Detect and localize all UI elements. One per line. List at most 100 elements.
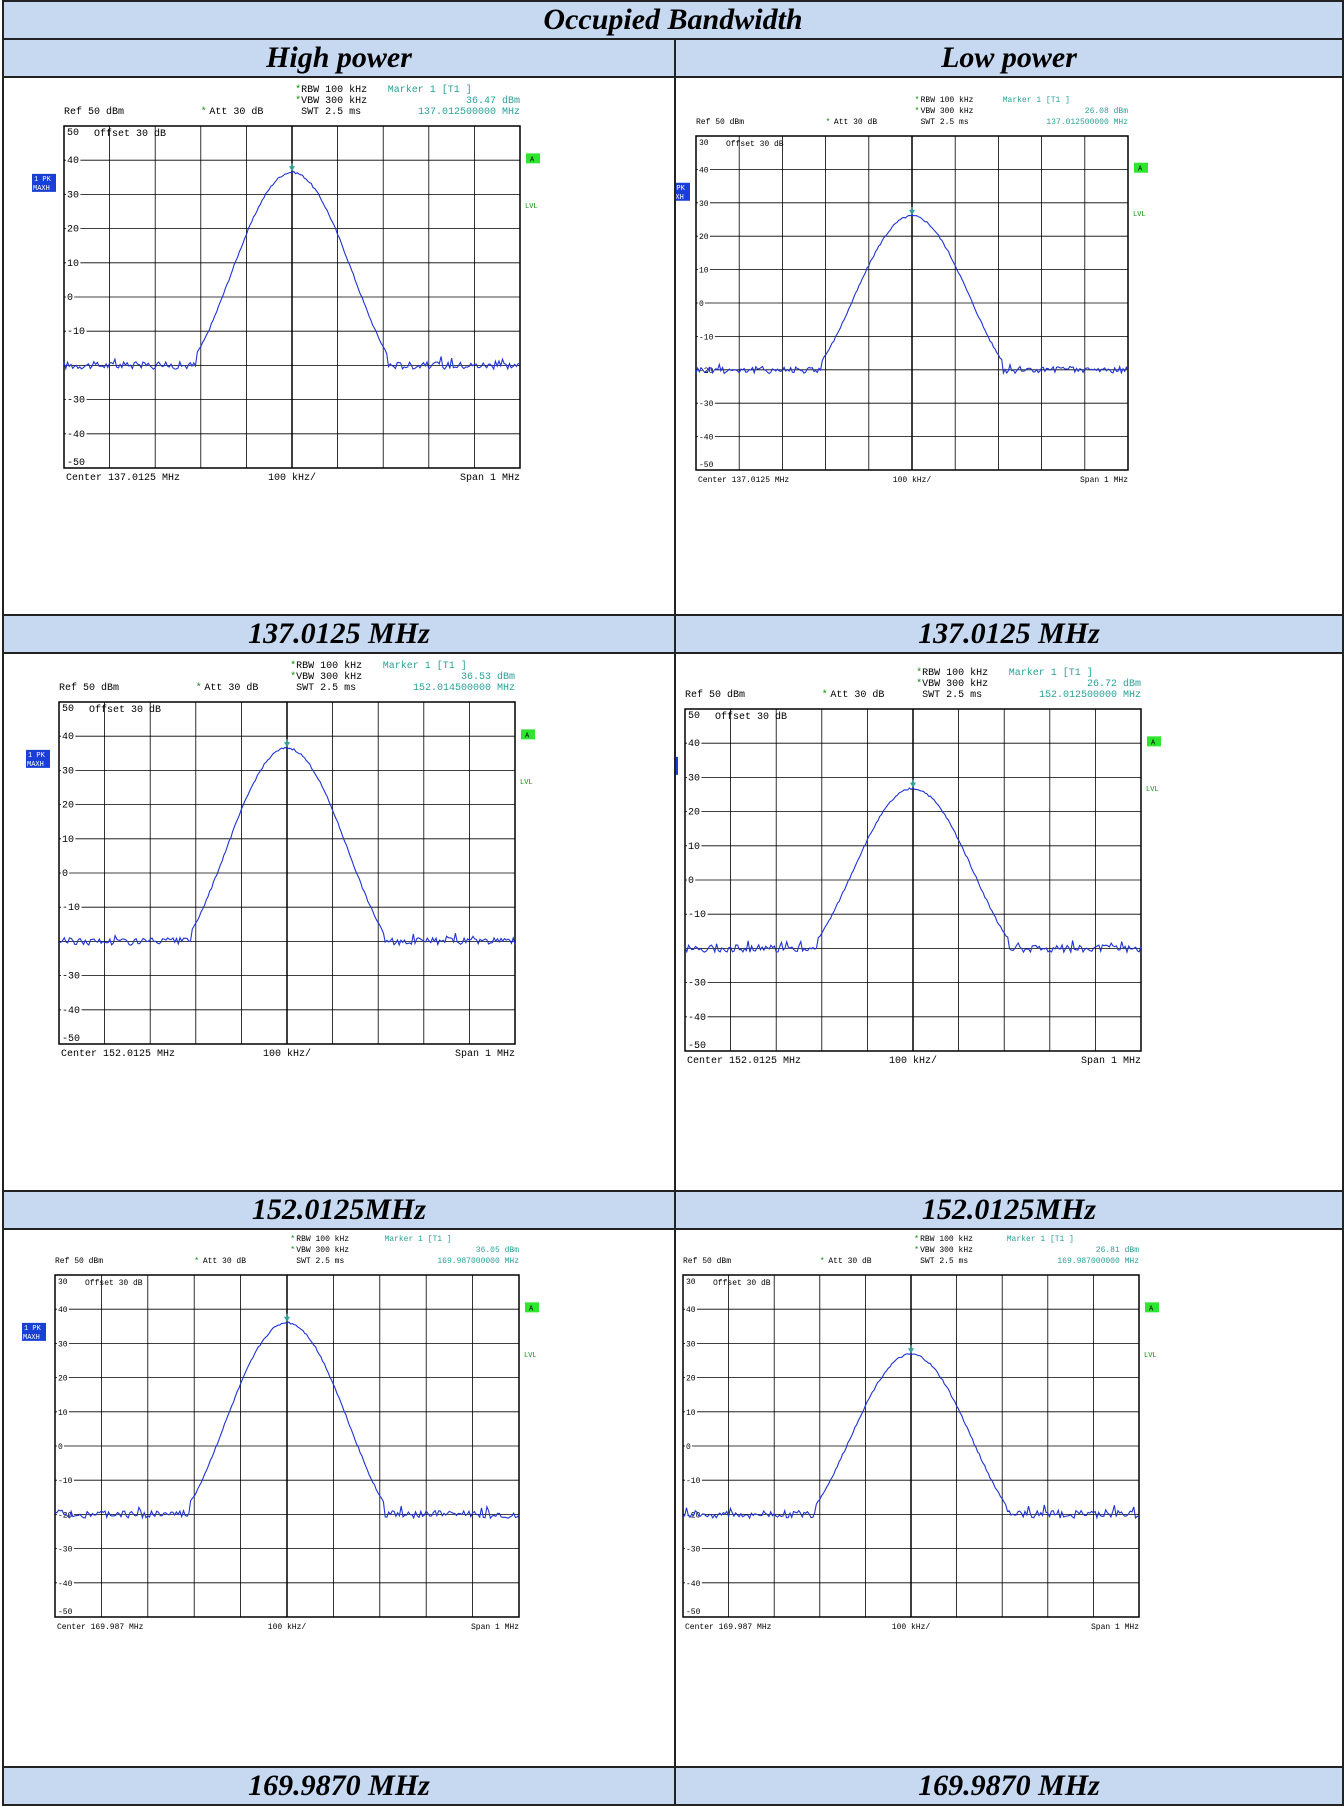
center-frequency-label: Center 137.0125 MHz bbox=[698, 476, 789, 485]
rbw-label: RBW 100 kHz bbox=[296, 1235, 349, 1244]
y-tick-label: -40 bbox=[58, 1580, 73, 1589]
tick-bg bbox=[66, 292, 75, 302]
att-label: Att 30 dB bbox=[204, 682, 258, 694]
tick-bg bbox=[66, 155, 81, 166]
tick-bg bbox=[685, 1443, 692, 1451]
tick-bg bbox=[57, 1306, 69, 1315]
analyzer-a-label: A bbox=[529, 1305, 534, 1313]
swt-label: SWT 2.5 ms bbox=[922, 690, 982, 701]
tick-bg bbox=[57, 1608, 74, 1616]
tick-bg bbox=[685, 1340, 697, 1349]
tick-bg bbox=[61, 868, 70, 878]
marker-level: 36.53 dBm bbox=[461, 671, 515, 683]
swt-label: SWT 2.5 ms bbox=[296, 1257, 344, 1266]
tick-bg bbox=[698, 433, 715, 442]
analyzer-a-label: A bbox=[1149, 1305, 1154, 1313]
att-label: Att 30 dB bbox=[209, 106, 263, 118]
tick-bg bbox=[57, 1374, 69, 1383]
rbw-label: RBW 100 kHz bbox=[922, 667, 988, 679]
division-label: 100 kHz/ bbox=[892, 1623, 931, 1632]
tick-bg bbox=[687, 1040, 708, 1050]
swt-label: SWT 2.5 ms bbox=[296, 683, 356, 694]
rbw-label: RBW 100 kHz bbox=[296, 660, 362, 672]
trace-mode-label: MAXH bbox=[27, 761, 44, 769]
spectrum-trace bbox=[63, 170, 521, 371]
tick-bg bbox=[66, 457, 87, 467]
vbw-label: VBW 300 kHz bbox=[921, 107, 974, 116]
tick-bg bbox=[698, 233, 710, 242]
tick-bg bbox=[57, 1340, 69, 1349]
y-tick-label: 30 bbox=[67, 190, 79, 201]
marker-1-icon bbox=[908, 1348, 914, 1354]
center-frequency-label: Center 152.0125 MHz bbox=[687, 1056, 801, 1067]
span-label: Span 1 MHz bbox=[460, 473, 520, 484]
trace-label: 1 PK bbox=[34, 176, 52, 184]
center-frequency-label: Center 169.987 MHz bbox=[685, 1623, 772, 1632]
marker-1-icon bbox=[910, 782, 916, 788]
analyzer-a-badge bbox=[1147, 736, 1161, 747]
asterisk-mark: * bbox=[915, 96, 920, 105]
ref-label: Ref 50 dBm bbox=[685, 689, 745, 701]
span-label: Span 1 MHz bbox=[455, 1049, 515, 1060]
tick-bg bbox=[57, 1408, 69, 1417]
tick-bg bbox=[61, 799, 76, 810]
marker-1-icon bbox=[284, 742, 290, 748]
plot-cell: * RBW 100 kHz Marker 1 [T1 ] * VBW 300 kHz 36… bbox=[2, 76, 676, 616]
division-label: 100 kHz/ bbox=[893, 476, 932, 485]
offset-label: Offset 30 dB bbox=[715, 711, 787, 723]
y-tick-label: 10 bbox=[62, 835, 74, 846]
y-tick-label: -20 bbox=[58, 1511, 73, 1520]
vbw-label: VBW 300 kHz bbox=[922, 678, 988, 690]
tick-bg bbox=[57, 1443, 64, 1451]
tick-bg bbox=[66, 428, 87, 439]
analyzer-a-label: A bbox=[525, 732, 530, 740]
analyzer-a-badge bbox=[1145, 1302, 1159, 1313]
y-tick-label: 40 bbox=[699, 166, 709, 175]
tick-bg bbox=[61, 765, 76, 776]
y-tick-label: 0 bbox=[686, 1443, 691, 1452]
asterisk-mark: * bbox=[916, 667, 922, 679]
y-tick-label: -50 bbox=[699, 461, 714, 470]
marker-level: 36.47 dBm bbox=[466, 95, 520, 107]
tick-bg bbox=[61, 833, 76, 844]
analyzer-a-badge bbox=[525, 1302, 539, 1313]
tick-bg bbox=[61, 703, 76, 713]
y-tick-label: 50 bbox=[62, 704, 74, 715]
y-tick-label: -50 bbox=[688, 1041, 706, 1052]
plot-cell: * RBW 100 kHz Marker 1 [T1 ] * VBW 300 kHz 26… bbox=[654, 652, 1344, 1192]
y-tick-label: -50 bbox=[67, 458, 85, 469]
tick-bg bbox=[57, 1477, 74, 1486]
y-tick-label: 30 bbox=[62, 766, 74, 777]
y-tick-label: -10 bbox=[62, 903, 80, 914]
marker-label: Marker 1 [T1 ] bbox=[388, 84, 472, 96]
tick-bg bbox=[687, 909, 708, 920]
lvl-label: LVL bbox=[520, 779, 533, 787]
y-tick-label: 20 bbox=[699, 233, 709, 242]
spectrum-trace bbox=[58, 746, 516, 947]
tick-bg bbox=[698, 300, 705, 308]
spectrum-plot-high-137: * RBW 100 kHz Marker 1 [T1 ] * VBW 300 kHz 36… bbox=[4, 78, 673, 614]
marker-level: 36.05 dBm bbox=[476, 1246, 519, 1255]
y-tick-label: 30 bbox=[686, 1340, 696, 1349]
tick-bg bbox=[685, 1306, 697, 1315]
y-tick-label: 50 bbox=[67, 128, 79, 139]
tick-bg bbox=[687, 840, 702, 851]
y-tick-label: 0 bbox=[62, 869, 68, 880]
center-frequency-label: Center 137.0125 MHz bbox=[66, 473, 180, 484]
y-tick-label: 0 bbox=[67, 293, 73, 304]
lvl-label: LVL bbox=[1133, 211, 1146, 219]
trace-label: 1 PK bbox=[676, 185, 686, 193]
marker-frequency: 137.012500000 MHz bbox=[1046, 118, 1128, 127]
trace-label: 1 PK bbox=[28, 752, 46, 760]
trace-mode-label: MAXH bbox=[33, 185, 50, 193]
tick-bg bbox=[687, 772, 702, 783]
analyzer-a-badge bbox=[1134, 162, 1148, 173]
frequency-caption: 169.9870 MHz bbox=[673, 1766, 1344, 1806]
lvl-label: LVL bbox=[524, 1352, 537, 1360]
vbw-label: VBW 300 kHz bbox=[920, 1246, 973, 1255]
marker-level: 26.81 dBm bbox=[1096, 1246, 1139, 1255]
y-tick-label: -30 bbox=[699, 400, 714, 409]
y-tick-label: 0 bbox=[699, 300, 704, 309]
asterisk-mark: * bbox=[914, 1246, 919, 1255]
asterisk-mark: * bbox=[194, 1257, 199, 1266]
